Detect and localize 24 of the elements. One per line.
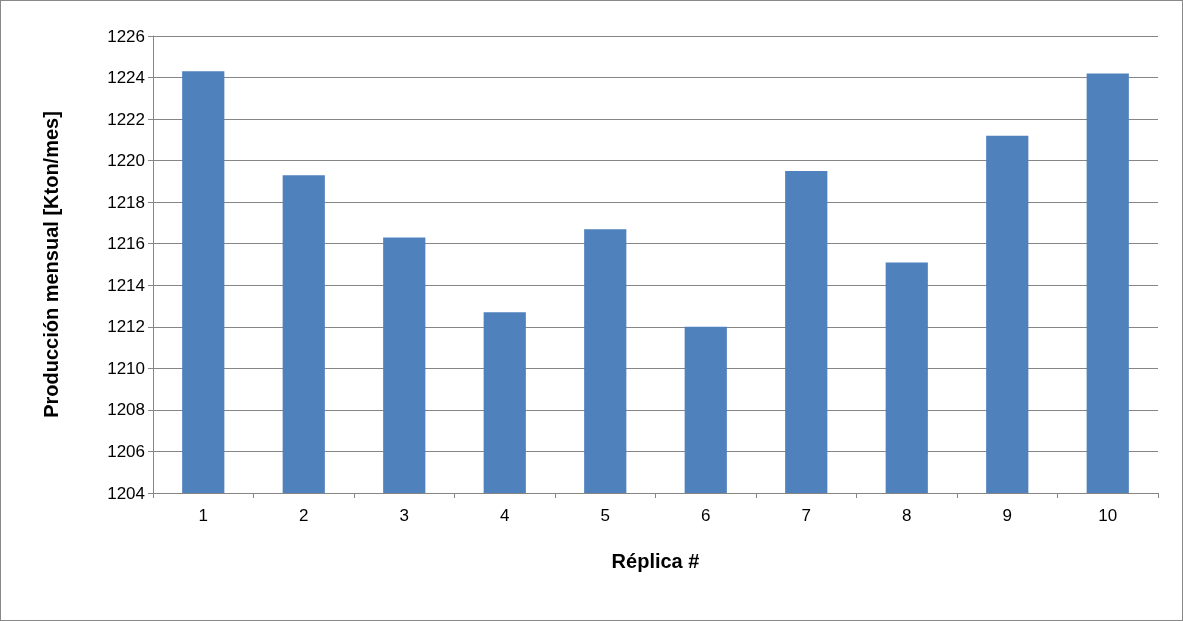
x-axis-title: Réplica # xyxy=(611,550,700,572)
x-tick-label: 8 xyxy=(902,506,912,525)
y-axis-title: Producción mensual [Kton/mes] xyxy=(40,111,62,418)
x-tick-label: 6 xyxy=(701,506,711,525)
y-tick-label: 1214 xyxy=(107,275,145,295)
y-tick-label: 1216 xyxy=(107,234,145,254)
x-tick-label: 10 xyxy=(1098,506,1118,525)
y-tick-label: 1218 xyxy=(107,192,145,212)
x-tick-label: 9 xyxy=(1002,506,1012,525)
y-tick-label: 1210 xyxy=(107,358,145,378)
y-tick-label: 1222 xyxy=(107,109,145,129)
x-tick-label: 2 xyxy=(299,506,309,525)
y-tick-label: 1204 xyxy=(107,483,145,503)
x-tick-label: 1 xyxy=(198,506,208,525)
y-tick-label: 1220 xyxy=(107,151,145,171)
y-tick-label: 1206 xyxy=(107,441,145,461)
y-tick-label: 1226 xyxy=(107,26,145,46)
y-tick-label: 1224 xyxy=(107,68,145,88)
x-tick-label: 3 xyxy=(399,506,409,525)
x-tick-label: 5 xyxy=(600,506,610,525)
x-tick-label: 4 xyxy=(500,506,510,525)
x-tick-label: 7 xyxy=(801,506,811,525)
y-tick-label: 1208 xyxy=(107,400,145,420)
y-tick-label: 1212 xyxy=(107,317,145,337)
